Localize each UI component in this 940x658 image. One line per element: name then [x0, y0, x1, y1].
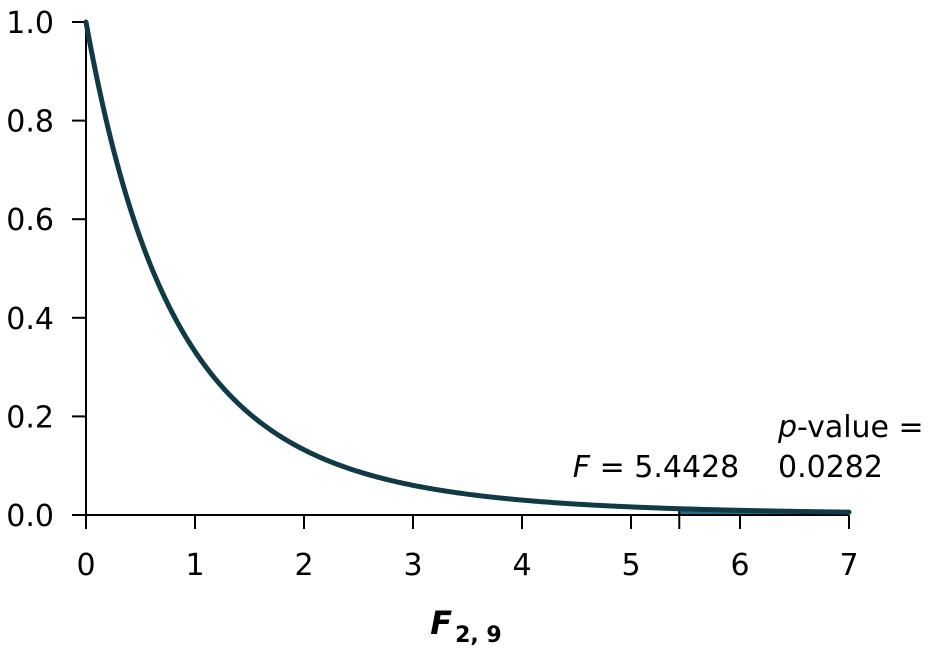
x-tick-label: 3: [403, 548, 422, 583]
y-tick-label: 0.6: [6, 203, 54, 238]
x-tick-label: 2: [294, 548, 313, 583]
y-tick-label: 0.0: [6, 499, 54, 534]
x-tick-label: 4: [512, 548, 531, 583]
p-value-annotation-line1: p-value =: [777, 410, 924, 445]
axes-layer: [85, 21, 849, 516]
f-annotation-symbol: F: [573, 450, 591, 485]
x-axis-title-subscript: 2, 9: [455, 623, 502, 648]
y-tick-label: 0.4: [6, 302, 54, 337]
y-tick-label: 0.2: [6, 400, 54, 435]
x-tick-label: 5: [621, 548, 640, 583]
x-tick-label: 0: [76, 548, 95, 583]
x-axis-title-symbol: F: [430, 604, 452, 642]
curve-layer: [83, 19, 852, 515]
y-tick-label: 0.8: [6, 105, 54, 140]
x-axis-title: F 2, 9: [430, 604, 502, 648]
ticks-layer: 0 1 2 3 4 5 6 7 0.0 0.2 0.4 0.6 0.8 1.0: [6, 6, 858, 583]
x-tick-label: 6: [730, 548, 749, 583]
x-tick-label: 7: [839, 548, 858, 583]
p-value-annotation-line2: 0.0282: [778, 450, 883, 485]
p-annotation-label: -value =: [797, 410, 924, 445]
f-annotation-value: = 5.4428: [590, 450, 739, 485]
f-statistic-annotation: F = 5.4428: [573, 450, 739, 485]
y-tick-label: 1.0: [6, 6, 54, 41]
p-annotation-symbol: p: [777, 410, 797, 445]
x-tick-label: 1: [185, 548, 204, 583]
f-distribution-curve: [83, 19, 852, 515]
